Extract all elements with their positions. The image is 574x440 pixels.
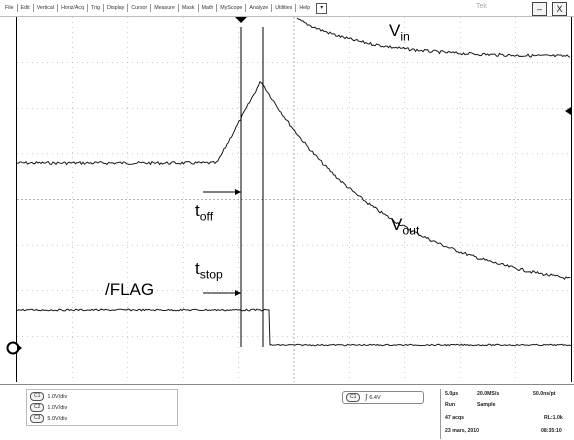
channel-scale-panel [26,389,178,426]
menu-dropdown-button[interactable]: ▾ [316,2,328,14]
channel-2-scale[interactable]: C2 1.0V/div [30,403,67,412]
menu-item-cursor[interactable]: Cursor [128,4,152,12]
timebase: 5.0µs [445,391,459,397]
graticule [17,17,571,382]
menu-item-math[interactable]: Math [199,4,218,12]
acq-time: 08:35:10 [541,428,562,434]
menu-item-edit[interactable]: Edit [18,4,34,12]
menu-item-mask[interactable]: Mask [179,4,199,12]
menu-item-utilities[interactable]: Utilities [272,4,297,12]
acquisition-readout[interactable]: 5.0µs 20.0MS/s 50.0ns/pt Run Sample 47 a… [440,389,573,439]
status-bar: C1 1.0V/div C2 1.0V/div C3 5.0V/div C1 ∫… [0,384,574,440]
toff-arrowhead [235,189,241,195]
tstop-arrowhead [235,290,241,296]
trigger-level-icon [565,107,571,115]
acq-mode: Sample [477,402,496,408]
record-length: RL:1.0k [544,415,563,421]
close-button[interactable]: X [552,2,567,16]
vin-label: Vin [389,21,410,44]
menu-items: File Edit Vertical Horiz/Acq Trig Display Curs… [0,0,313,16]
vout-trace [17,80,571,280]
menu-item-vertical[interactable]: Vertical [34,4,59,12]
menu-item-file[interactable]: File [2,4,18,12]
run-state: Run [445,402,456,408]
menu-item-help[interactable]: Help [299,5,311,11]
sample-rate: 20.0MS/s [477,391,500,397]
oscilloscope-display: Vin Vout toff tstop /FLAG [16,17,572,382]
vout-label: Vout [391,215,420,238]
acq-date: 23 mars, 2010 [445,428,480,434]
tstop-label: tstop [195,259,223,282]
flag-label: /FLAG [105,280,155,299]
menu-item-measure[interactable]: Measure [151,4,179,12]
menu-item-myscope[interactable]: MyScope [217,4,247,12]
trigger-readout[interactable]: C1 ∫ 6.4V [342,391,424,404]
minimize-button[interactable]: – [532,2,547,16]
acq-count: 47 acqs [445,415,465,421]
vin-trace [296,17,571,58]
menu-item-trig[interactable]: Trig [88,4,104,12]
menu-item-horiz-acq[interactable]: Horiz/Acq [58,4,89,12]
menu-item-display[interactable]: Display [104,4,129,12]
channel-ground-marker-icon[interactable] [6,338,22,358]
rising-edge-icon: ∫ [365,394,368,401]
menu-item-analyze[interactable]: Analyze [246,4,273,12]
brand-logo: Tek [476,3,487,10]
menu-bar: File Edit Vertical Horiz/Acq Trig Display Curs… [0,0,574,17]
trigger-position-icon [235,17,247,23]
channel-1-scale[interactable]: C1 1.0V/div [30,392,67,401]
trigger-level: 6.4V [369,394,381,401]
flag-trace [17,308,571,347]
waveform-area [17,17,571,382]
toff-label: toff [195,201,214,224]
resolution: 50.0ns/pt [533,391,556,397]
channel-3-scale[interactable]: C3 5.0V/div [30,414,67,423]
